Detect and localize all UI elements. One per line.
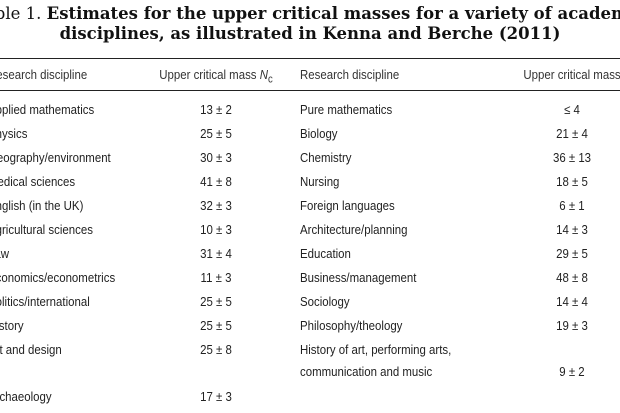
right-value: 19 ± 3	[556, 318, 588, 333]
left-value: 25 ± 5	[200, 294, 232, 309]
right-value: 6 ± 1	[559, 198, 585, 213]
right-discipline-line-2: communication and music	[300, 364, 433, 379]
left-discipline: English (in the UK)	[0, 198, 84, 213]
right-value: 36 ± 13	[552, 150, 592, 165]
right-value: 29 ± 5	[556, 246, 588, 261]
right-value: 48 ± 8	[556, 270, 588, 285]
table-title-line-1: Estimates for the upper critical masses …	[46, 4, 620, 23]
right-discipline: Sociology	[300, 294, 350, 309]
left-value: 25 ± 5	[200, 126, 232, 141]
left-discipline: Geography/environment	[0, 150, 111, 165]
header-symbol-subscript: c	[267, 73, 273, 86]
header-discipline-right: Research discipline	[300, 67, 400, 82]
right-discipline: Philosophy/theology	[300, 318, 403, 333]
table-label: Table 1.	[0, 4, 42, 23]
left-discipline: History	[0, 318, 24, 333]
table-caption: Table 1. Estimates for the upper critica…	[0, 4, 620, 44]
right-value: 14 ± 4	[556, 294, 588, 309]
right-value: 9 ± 2	[559, 364, 585, 379]
right-value: ≤ 4	[564, 102, 580, 117]
right-discipline: Education	[300, 246, 351, 261]
left-value: 13 ± 2	[200, 102, 232, 117]
left-value: 31 ± 4	[200, 246, 232, 261]
left-value: 10 ± 3	[200, 222, 232, 237]
right-discipline: Biology	[300, 126, 338, 141]
left-value: 25 ± 8	[200, 342, 232, 357]
right-discipline: Architecture/planning	[300, 222, 408, 237]
left-value: 11 ± 3	[200, 270, 232, 285]
left-discipline: Law	[0, 246, 9, 261]
left-discipline: Politics/international	[0, 294, 90, 309]
right-discipline-line-1: History of art, performing arts,	[300, 342, 452, 357]
caption-line-1: Table 1. Estimates for the upper critica…	[0, 4, 620, 24]
header-critical-mass-left-text: Upper critical mass	[159, 67, 260, 82]
header-critical-mass-left: Upper critical mass Nc	[152, 67, 280, 88]
table-title-line-2: disciplines, as illustrated in Kenna and…	[59, 24, 561, 43]
header-symbol: N	[259, 67, 268, 82]
left-value: 30 ± 3	[200, 150, 232, 165]
right-value: 21 ± 4	[556, 126, 588, 141]
right-value: 18 ± 5	[556, 174, 588, 189]
left-value: 17 ± 3	[200, 389, 232, 404]
left-value: 41 ± 8	[200, 174, 232, 189]
left-discipline: Agricultural sciences	[0, 222, 93, 237]
right-discipline: Nursing	[300, 174, 340, 189]
left-discipline: Physics	[0, 126, 28, 141]
left-value: 32 ± 3	[200, 198, 232, 213]
header-discipline-left: Research discipline	[0, 67, 88, 82]
top-rule	[0, 58, 620, 60]
left-value: 25 ± 5	[200, 318, 232, 333]
right-value: 14 ± 3	[556, 222, 588, 237]
left-discipline: Economics/econometrics	[0, 270, 116, 285]
left-discipline: Medical sciences	[0, 174, 76, 189]
right-discipline: Pure mathematics	[300, 102, 393, 117]
left-discipline: Archaeology	[0, 389, 52, 404]
header-critical-mass-right: Upper critical mass	[523, 67, 620, 82]
left-discipline: Art and design	[0, 342, 62, 357]
header-rule	[0, 90, 620, 91]
right-discipline: Chemistry	[300, 150, 352, 165]
right-discipline: Foreign languages	[300, 198, 395, 213]
right-discipline: Business/management	[300, 270, 417, 285]
left-discipline: Applied mathematics	[0, 102, 95, 117]
